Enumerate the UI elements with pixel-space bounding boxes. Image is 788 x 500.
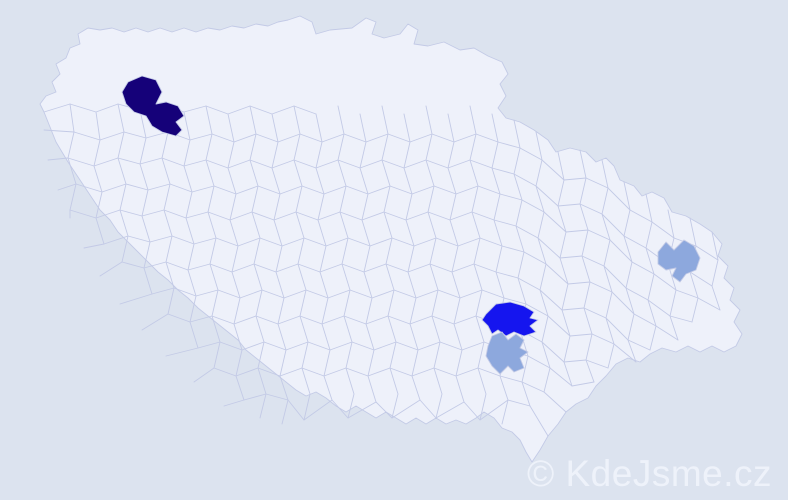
district-brno-venkov[interactable] bbox=[485, 331, 529, 375]
watermark-kdejsme: © KdeJsme.cz bbox=[526, 453, 772, 494]
district-opava[interactable] bbox=[657, 239, 701, 283]
highlight-layer bbox=[121, 75, 701, 375]
district-boundaries bbox=[43, 103, 721, 437]
district-chomutov-louny[interactable] bbox=[121, 75, 185, 137]
district-blansko[interactable] bbox=[481, 301, 539, 337]
